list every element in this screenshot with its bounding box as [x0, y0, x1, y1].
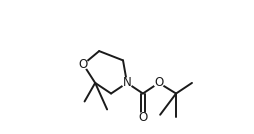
Text: N: N [123, 76, 131, 89]
Circle shape [78, 60, 88, 69]
Text: O: O [79, 58, 88, 71]
Circle shape [122, 78, 132, 88]
Circle shape [138, 113, 148, 122]
Circle shape [154, 78, 164, 88]
Text: O: O [138, 111, 148, 124]
Text: O: O [154, 76, 164, 89]
